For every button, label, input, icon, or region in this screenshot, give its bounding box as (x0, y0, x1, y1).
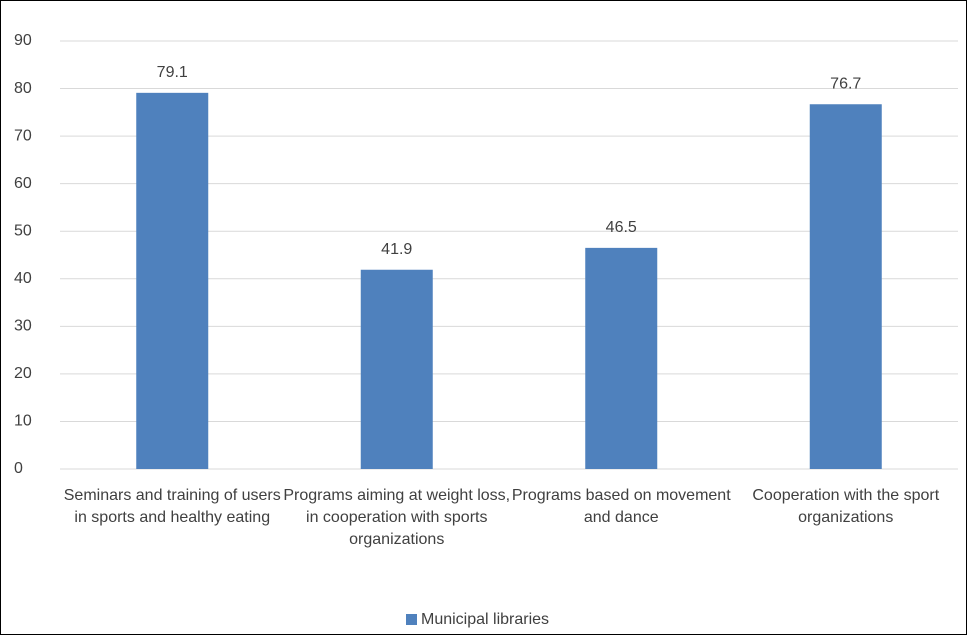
legend-label: Municipal libraries (421, 611, 549, 628)
y-tick-label: 90 (14, 32, 32, 49)
x-tick-label: Programs based on movement and dance (511, 487, 731, 526)
data-label: 79.1 (157, 64, 188, 81)
y-tick-label: 10 (14, 413, 32, 430)
y-tick-label: 50 (14, 222, 32, 239)
data-label: 46.5 (606, 219, 637, 236)
bar (136, 92, 209, 469)
bar (360, 269, 433, 469)
y-tick-label: 30 (14, 318, 32, 335)
y-tick-label: 20 (14, 365, 32, 382)
y-tick-label: 80 (14, 80, 32, 97)
bar (585, 247, 658, 469)
y-tick-label: 0 (14, 460, 23, 477)
y-tick-label: 70 (14, 127, 32, 144)
y-tick-label: 60 (14, 175, 32, 192)
data-label: 76.7 (830, 75, 861, 92)
y-tick-label: 40 (14, 270, 32, 287)
data-label: 41.9 (381, 241, 412, 258)
bar (809, 104, 882, 469)
x-tick-label: Cooperation with the sport organizations (752, 487, 940, 526)
legend-swatch (406, 614, 417, 625)
x-tick-label: Seminars and training of users in sports… (63, 487, 281, 526)
x-tick-label: Programs aiming at weight loss, in coope… (283, 487, 511, 548)
